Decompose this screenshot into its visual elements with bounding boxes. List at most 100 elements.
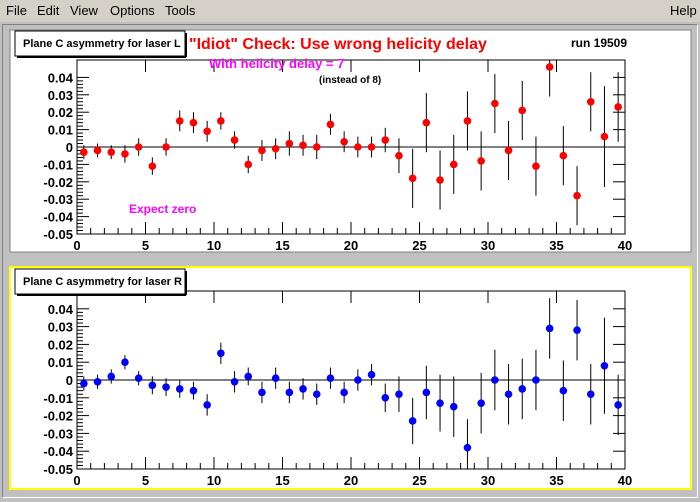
top-plot-data-point — [134, 143, 143, 151]
bottom-plot-data-point — [271, 374, 280, 383]
top-plot-data-point — [395, 151, 403, 160]
top-plot-data-point — [230, 136, 239, 144]
bottom-title-box: Plane C asymmetry for laser R — [14, 268, 187, 296]
top-title-box: Plane C asymmetry for laser L — [14, 30, 187, 58]
root-canvas[interactable]: -0.05 -0.04 -0.03 -0.02 -0.01 0 0.01 0.02 0.03 0.… — [2, 24, 698, 498]
bottom-plot-y-tick-label: -0.01 — [43, 391, 73, 406]
bottom-plot-x-tick-label: 25 — [412, 473, 426, 488]
top-plot-x-tick-label: 25 — [412, 238, 426, 253]
bottom-plot-data-point — [491, 376, 499, 384]
top-plot: -0.05 -0.04 -0.03 -0.02 -0.01 0 0.01 0.02 0.03 0.… — [43, 59, 632, 253]
menu-edit[interactable]: Edit — [37, 3, 59, 18]
top-plot-x-tick-label: 35 — [549, 238, 563, 253]
bottom-plot-data-point — [244, 372, 253, 381]
bottom-plot-data-point — [217, 349, 225, 358]
bottom-plot-data-point — [134, 374, 143, 383]
menu-view[interactable]: View — [70, 3, 98, 18]
top-plot-data-point — [203, 127, 211, 136]
bottom-plot-y-tick-label: 0.02 — [48, 337, 73, 352]
menu-options-label: Options — [110, 3, 155, 18]
top-plot-y-tick-label: 0.04 — [48, 70, 74, 85]
top-plot-y-tick-label: 0.03 — [48, 88, 73, 103]
bottom-plot-y-tick-label: -0.04 — [43, 444, 73, 459]
bottom-plot-data-point — [80, 379, 88, 388]
menu-tools[interactable]: Tools — [165, 3, 195, 18]
top-plot-y-tick-label: 0.02 — [48, 105, 73, 120]
bottom-plot-x-tick-label: 5 — [142, 473, 149, 488]
top-plot-y-tick-label: 0 — [66, 140, 73, 155]
menu-help-label: Help — [670, 3, 697, 18]
top-plot-data-point — [189, 118, 198, 127]
top-plot-data-point — [299, 141, 307, 150]
bottom-plot-x-tick-label: 0 — [73, 473, 80, 488]
top-plot-data-point — [504, 146, 513, 155]
bottom-plot-data-point — [436, 399, 444, 407]
bottom-plot-data-point — [258, 388, 266, 397]
top-plot-x-tick-label: 15 — [275, 238, 289, 253]
top-plot-data-point — [107, 148, 116, 157]
bottom-plot-data-point — [408, 417, 417, 425]
bottom-plot-data-point — [545, 324, 554, 333]
bottom-plot-data-point — [449, 402, 458, 411]
top-plot-data-point — [532, 162, 540, 170]
top-plot-data-point — [340, 137, 348, 146]
bottom-plot-x-tick-label: 20 — [344, 473, 358, 488]
top-plot-x-tick-label: 30 — [481, 238, 495, 253]
top-plot-x-tick-label: 40 — [618, 238, 632, 253]
bottom-plot-data-point — [518, 385, 527, 393]
top-plot-data-point — [422, 118, 431, 127]
bottom-plot-data-point — [299, 385, 307, 393]
menu-file-label: File — [6, 3, 27, 18]
bottom-plot-data-point — [559, 386, 568, 395]
top-plot-x-tick-label: 10 — [207, 238, 221, 253]
bottom-plot-y-tick-label: -0.03 — [43, 426, 73, 441]
top-plot-data-point — [381, 136, 390, 144]
bottom-plot-data-point — [203, 401, 211, 409]
bottom-plot-y-tick-label: -0.05 — [43, 462, 73, 477]
top-plot-x-tick-label: 5 — [142, 238, 149, 253]
bottom-plot-data-point — [586, 390, 595, 399]
top-plot-data-point — [614, 103, 622, 111]
menu-view-label: View — [70, 3, 98, 18]
bottom-plot: -0.05 -0.04 -0.03 -0.02 -0.01 0 0.01 0.02 0.03 0.… — [43, 290, 632, 488]
top-plot-data-point — [285, 139, 294, 148]
bottom-plot-y-tick-label: -0.02 — [43, 409, 73, 424]
top-plot-data-point — [491, 99, 499, 108]
top-plot-data-point — [545, 63, 554, 71]
menu-file[interactable]: File — [6, 3, 27, 18]
top-plot-data-point — [148, 162, 157, 170]
top-plot-data-point — [258, 146, 266, 155]
bottom-plot-y-tick-label: 0.04 — [48, 302, 74, 317]
top-plot-data-point — [326, 120, 335, 129]
bottom-plot-x-tick-label: 30 — [481, 473, 495, 488]
bottom-plot-x-tick-label: 10 — [207, 473, 221, 488]
helicity-delay-text: With helicity delay = 7 — [209, 56, 344, 71]
top-plot-y-tick-label: -0.04 — [43, 210, 73, 225]
bottom-plot-data-point — [573, 326, 581, 334]
bottom-plot-data-point — [532, 376, 540, 384]
top-plot-x-tick-label: 0 — [73, 238, 80, 253]
bottom-plot-data-point — [326, 374, 335, 383]
top-plot-data-point — [217, 117, 225, 125]
bottom-plot-data-point — [477, 399, 485, 407]
bottom-plot-data-point — [463, 443, 472, 452]
canvas-svg[interactable]: -0.05 -0.04 -0.03 -0.02 -0.01 0 0.01 0.02 0.03 0.… — [3, 25, 697, 497]
bottom-plot-data-point — [189, 386, 198, 395]
top-plot-data-point — [244, 160, 253, 169]
top-plot-y-tick-label: -0.01 — [43, 157, 73, 172]
bottom-plot-data-point — [340, 388, 348, 397]
top-chart-title: Plane C asymmetry for laser L — [23, 38, 181, 50]
top-plot-data-point — [436, 176, 444, 184]
run-number: run 19509 — [571, 36, 627, 50]
top-plot-data-point — [162, 143, 170, 151]
top-plot-data-point — [80, 148, 88, 157]
bottom-plot-data-point — [285, 388, 294, 397]
menu-help[interactable]: Help — [670, 3, 697, 18]
top-plot-data-point — [408, 174, 417, 183]
menu-options[interactable]: Options — [110, 3, 155, 18]
top-plot-y-tick-label: 0.01 — [48, 123, 73, 138]
top-plot-data-point — [586, 97, 595, 106]
instead-text: (instead of 8) — [319, 75, 381, 86]
bottom-plot-data-point — [162, 383, 170, 391]
top-plot-data-point — [518, 106, 527, 115]
